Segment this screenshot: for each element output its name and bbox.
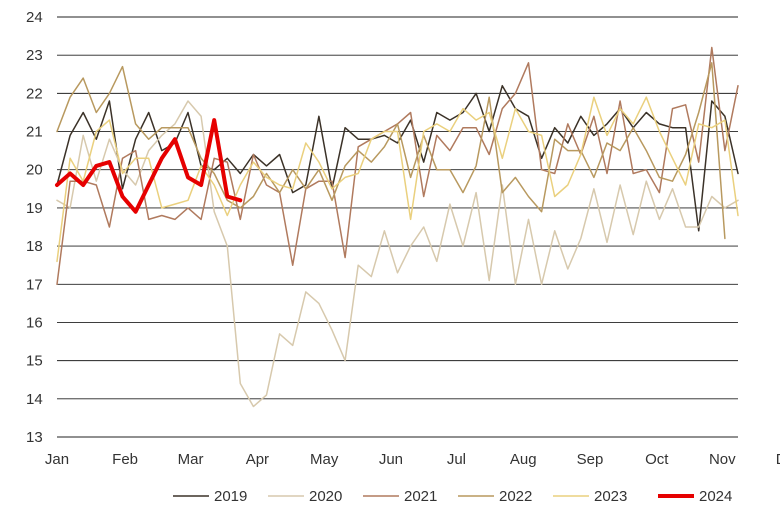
legend-label-2024: 2024 bbox=[699, 488, 732, 505]
series-line-2023 bbox=[56, 96, 739, 263]
series-line-2024 bbox=[55, 118, 243, 214]
y-tick-label: 14 bbox=[26, 391, 43, 408]
y-tick-label: 15 bbox=[26, 353, 43, 370]
x-axis-tick-labels: Jan Feb Mar Apr May Jun Jul Aug Sep Oct Nov Dec bbox=[45, 451, 780, 468]
y-tick-label: 16 bbox=[26, 314, 43, 331]
legend-label-2021: 2021 bbox=[404, 488, 437, 505]
x-tick-label: Mar bbox=[178, 451, 204, 468]
y-tick-label: 17 bbox=[26, 276, 43, 293]
x-tick-label: Jan bbox=[45, 451, 69, 468]
series-lines bbox=[55, 46, 739, 408]
y-tick-label: 21 bbox=[26, 124, 43, 141]
x-tick-label: Nov bbox=[709, 451, 736, 468]
y-tick-label: 18 bbox=[26, 238, 43, 255]
x-tick-label: Jun bbox=[379, 451, 403, 468]
y-tick-label: 20 bbox=[26, 162, 43, 179]
y-tick-label: 22 bbox=[26, 85, 43, 102]
x-tick-label: Oct bbox=[645, 451, 669, 468]
y-gridlines bbox=[57, 16, 738, 438]
y-tick-label: 19 bbox=[26, 200, 43, 217]
x-tick-label: May bbox=[310, 451, 339, 468]
x-tick-label: Dec bbox=[776, 451, 780, 468]
y-tick-label: 24 bbox=[26, 9, 43, 26]
legend-label-2020: 2020 bbox=[309, 488, 342, 505]
legend-label-2022: 2022 bbox=[499, 488, 532, 505]
y-axis-tick-labels: 13 14 15 16 17 18 19 20 21 22 23 24 bbox=[26, 9, 43, 446]
legend-label-2023: 2023 bbox=[594, 488, 627, 505]
x-tick-label: Sep bbox=[577, 451, 604, 468]
x-tick-label: Jul bbox=[447, 451, 466, 468]
y-tick-label: 23 bbox=[26, 47, 43, 64]
legend: 2019 2020 2021 2022 2023 2024 bbox=[173, 488, 732, 505]
series-line-2022 bbox=[56, 62, 726, 240]
legend-label-2019: 2019 bbox=[214, 488, 247, 505]
series-line-2019 bbox=[56, 84, 739, 232]
x-tick-label: Aug bbox=[510, 451, 537, 468]
x-tick-label: Apr bbox=[246, 451, 269, 468]
y-tick-label: 13 bbox=[26, 429, 43, 446]
x-tick-label: Feb bbox=[112, 451, 138, 468]
